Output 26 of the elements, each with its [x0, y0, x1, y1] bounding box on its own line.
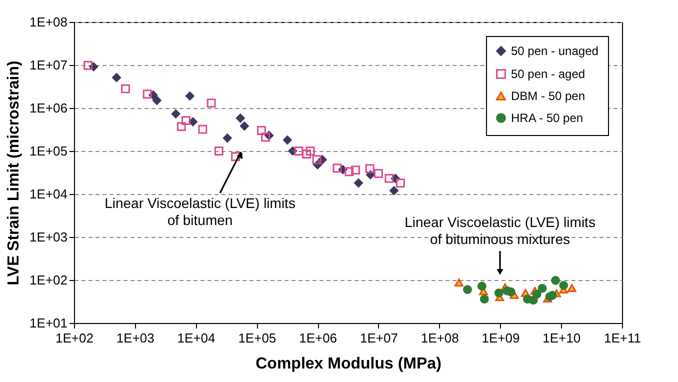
legend-label: DBM - 50 pen: [511, 89, 586, 103]
y-tick-label: 1E+06: [30, 100, 68, 116]
y-tick-label: 1E+04: [30, 186, 68, 202]
y-tick-label: 1E+01: [30, 316, 68, 330]
y-tick-label: 1E+08: [30, 14, 68, 30]
y-tick-label: 1E+05: [30, 144, 68, 158]
y-tick-label: 1E+07: [30, 58, 68, 72]
legend-label: 50 pen - unaged: [511, 44, 598, 58]
legend-label: 50 pen - aged: [511, 67, 586, 81]
y-tick-label: 1E+03: [30, 230, 68, 244]
legend-label: HRA - 50 pen: [511, 111, 584, 125]
x-tick-label: 1E+06: [299, 330, 338, 346]
annotation: Linear Viscoelastic (LVE) limits of bitumen: [104, 194, 296, 228]
x-tick-label: 1E+07: [360, 330, 398, 346]
x-tick-label: 1E+03: [116, 330, 154, 346]
annotation: Linear Viscoelastic (LVE) limits of bituminous mixtures: [404, 214, 596, 247]
y-tick-label: 1E+02: [30, 272, 68, 288]
x-tick-label: 1E+11: [604, 330, 641, 346]
x-tick-label: 1E+10: [542, 330, 581, 346]
x-tick-label: 1E+05: [238, 330, 276, 346]
x-tick-label: 1E+04: [177, 330, 216, 346]
x-tick-label: 1E+02: [56, 330, 94, 346]
x-tick-label: 1E+09: [482, 330, 520, 346]
x-axis-title: Complex Modulus (MPa): [256, 356, 442, 372]
x-tick-label: 1E+08: [420, 330, 459, 346]
y-axis-title: LVE Strain Limit (microstrain): [6, 60, 23, 286]
